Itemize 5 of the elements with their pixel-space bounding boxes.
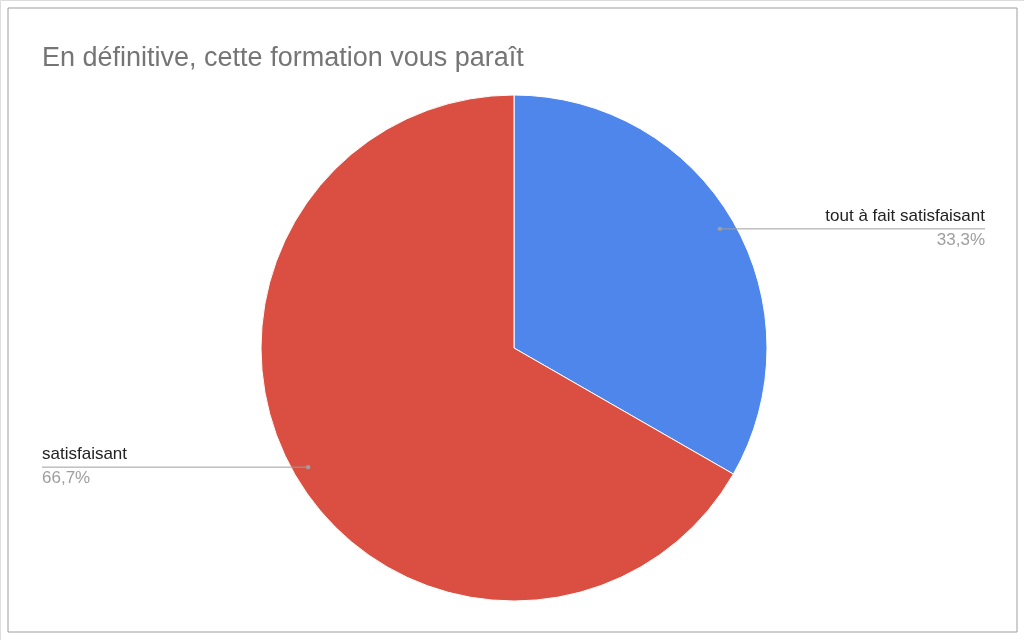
slice-label: tout à fait satisfaisant bbox=[825, 205, 986, 225]
data-label: 33,3% bbox=[936, 229, 985, 249]
slice-label: satisfaisant bbox=[42, 444, 128, 464]
chart-title: En définitive, cette formation vous paraît bbox=[42, 42, 525, 72]
data-label: 66,7% bbox=[42, 468, 91, 488]
